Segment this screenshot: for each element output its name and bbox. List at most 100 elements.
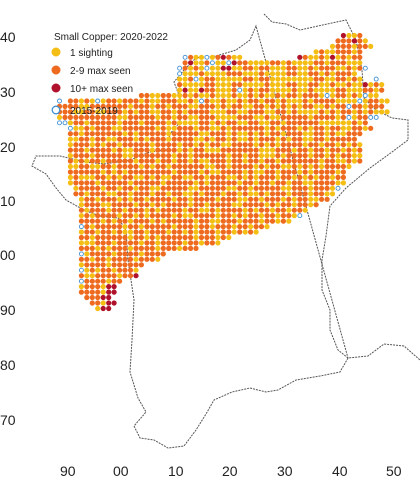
dot-few xyxy=(188,98,194,104)
dot-few xyxy=(100,191,106,197)
dot-one xyxy=(111,229,117,235)
dot-few xyxy=(138,103,144,109)
dot-few xyxy=(269,98,276,104)
dot-one xyxy=(308,191,314,197)
dot-one xyxy=(264,92,270,99)
dot-one xyxy=(242,71,248,77)
dot-few xyxy=(319,185,325,191)
dot-few xyxy=(73,114,79,120)
dot-few xyxy=(264,180,270,186)
dot-one xyxy=(111,267,117,273)
dot-one xyxy=(149,191,155,197)
dot-few xyxy=(248,142,254,148)
dot-few xyxy=(95,300,101,306)
dot-one xyxy=(220,109,226,115)
dot-few xyxy=(188,207,194,213)
dot-one xyxy=(198,207,205,213)
dot-few xyxy=(226,120,232,126)
dot-one xyxy=(220,120,226,126)
record-dots xyxy=(56,32,390,312)
dot-few xyxy=(220,158,226,164)
dot-one xyxy=(155,98,161,104)
dot-few xyxy=(231,153,237,159)
dot-few xyxy=(117,240,123,246)
dot-many xyxy=(106,284,112,290)
dot-few xyxy=(242,218,248,224)
dot-few xyxy=(177,240,183,246)
dot-few xyxy=(138,180,144,186)
dot-few xyxy=(177,202,183,208)
dot-few xyxy=(122,267,128,273)
dot-few xyxy=(117,163,123,170)
dot-one xyxy=(346,92,352,99)
dot-one xyxy=(335,180,341,186)
dot-one xyxy=(78,103,84,109)
dot-many xyxy=(106,294,112,301)
dot-2015-2019 xyxy=(78,224,84,230)
dot-few xyxy=(297,114,303,120)
dot-one xyxy=(204,147,210,153)
dot-few xyxy=(242,202,248,208)
dot-one xyxy=(89,153,95,159)
dot-few xyxy=(237,207,243,213)
dot-one xyxy=(171,158,177,164)
dot-one xyxy=(78,262,84,268)
dot-few xyxy=(106,98,112,104)
dot-few xyxy=(297,153,303,159)
dot-one xyxy=(127,103,134,109)
dot-one xyxy=(253,191,259,197)
dot-few xyxy=(111,245,117,251)
dot-few xyxy=(198,202,205,208)
dot-few xyxy=(182,196,188,202)
dot-one xyxy=(242,213,248,219)
dot-one xyxy=(335,54,341,60)
dot-few xyxy=(78,114,84,120)
dot-few xyxy=(351,142,357,148)
dot-few xyxy=(122,240,128,246)
dot-one xyxy=(308,153,314,159)
dot-few xyxy=(171,147,177,153)
dot-few xyxy=(155,224,161,230)
dot-one xyxy=(302,82,308,88)
dot-2015-2019 xyxy=(78,251,84,257)
dot-few xyxy=(138,191,144,197)
dot-one xyxy=(209,71,215,77)
y-tick-70: 70 xyxy=(0,412,16,428)
dot-few xyxy=(160,185,166,191)
dot-few xyxy=(89,185,95,191)
dot-few xyxy=(95,289,101,295)
dot-one xyxy=(248,191,254,197)
dot-few xyxy=(264,213,270,219)
dot-few xyxy=(111,174,117,180)
dot-few xyxy=(106,251,112,257)
dot-few xyxy=(253,147,259,153)
dot-one xyxy=(231,174,237,180)
dot-few xyxy=(220,234,226,241)
dot-one xyxy=(182,71,188,77)
dot-few xyxy=(329,158,336,164)
dot-few xyxy=(171,174,177,180)
dot-few xyxy=(253,202,259,208)
dot-one xyxy=(95,267,101,273)
dot-few xyxy=(117,207,123,213)
dot-one xyxy=(308,131,314,137)
dot-one xyxy=(133,185,139,191)
dot-many xyxy=(111,289,117,295)
dot-few xyxy=(362,120,368,126)
dot-few xyxy=(204,229,210,235)
dot-one xyxy=(373,92,379,99)
dot-one xyxy=(264,191,270,197)
dot-few xyxy=(100,234,106,241)
dot-few xyxy=(122,180,128,186)
dot-few xyxy=(138,218,144,224)
dot-one xyxy=(111,125,117,131)
dot-one xyxy=(193,229,199,235)
dot-one xyxy=(340,120,346,126)
dot-few xyxy=(346,158,352,164)
dot-few xyxy=(253,185,259,191)
dot-few xyxy=(335,38,341,44)
dot-few xyxy=(193,147,199,153)
dot-few xyxy=(127,224,134,230)
dot-few xyxy=(324,103,330,109)
dot-2015-2019 xyxy=(362,93,368,98)
